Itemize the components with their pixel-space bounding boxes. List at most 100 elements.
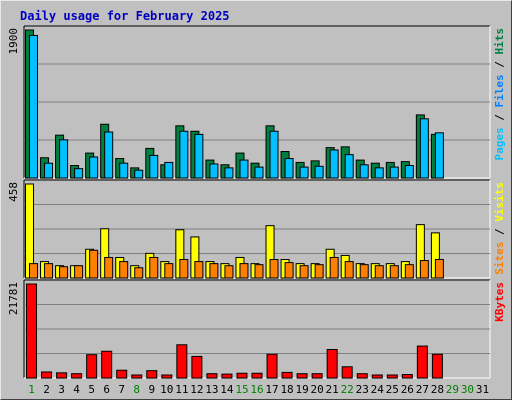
bar-sites-day-25 bbox=[389, 265, 399, 279]
axis-label-separator: / bbox=[493, 222, 506, 242]
bar-files-day-13 bbox=[209, 163, 219, 179]
bar-files-day-25 bbox=[389, 166, 399, 179]
bar-files-day-16 bbox=[254, 166, 264, 179]
bar-kbytes-day-15 bbox=[236, 372, 248, 379]
bar-files-day-28 bbox=[434, 132, 444, 179]
bar-sites-day-5 bbox=[89, 249, 99, 279]
axis-label-separator: / bbox=[493, 55, 506, 75]
bar-kbytes-day-13 bbox=[206, 373, 218, 379]
x-tick-label-16: 16 bbox=[250, 383, 263, 396]
bar-sites-day-21 bbox=[329, 256, 339, 279]
bar-files-day-27 bbox=[419, 118, 429, 179]
bar-files-day-11 bbox=[179, 130, 189, 179]
panel-kbytes: 21781 KBytes bbox=[7, 279, 506, 379]
bar-sites-day-12 bbox=[194, 261, 204, 279]
bar-sites-day-3 bbox=[59, 266, 69, 279]
bar-files-day-20 bbox=[314, 165, 324, 179]
panel-hits-files-pages: 1900 Pages / Files / Hits bbox=[7, 25, 506, 179]
bar-sites-day-10 bbox=[164, 263, 174, 279]
chart-panels: 1900 Pages / Files / Hits 458 Sites / Visit… bbox=[7, 25, 506, 379]
bar-kbytes-day-6 bbox=[101, 350, 113, 379]
bar-sites-day-18 bbox=[284, 262, 294, 279]
bar-kbytes-day-14 bbox=[221, 373, 233, 379]
bar-kbytes-day-7 bbox=[116, 369, 128, 379]
x-tick-label-10: 10 bbox=[160, 383, 173, 396]
bar-files-day-4 bbox=[74, 168, 84, 179]
x-tick-label-18: 18 bbox=[280, 383, 293, 396]
bar-files-day-6 bbox=[104, 131, 114, 179]
axis-label-kbytes: KBytes bbox=[493, 282, 506, 322]
x-tick-label-9: 9 bbox=[148, 383, 155, 396]
bar-kbytes-day-19 bbox=[296, 373, 308, 379]
bar-kbytes-day-3 bbox=[56, 372, 68, 379]
bar-kbytes-day-22 bbox=[341, 366, 353, 379]
bar-kbytes-day-5 bbox=[86, 354, 98, 379]
x-tick-label-5: 5 bbox=[88, 383, 95, 396]
bar-files-day-21 bbox=[329, 149, 339, 179]
bar-files-day-2 bbox=[44, 162, 54, 179]
x-tick-label-20: 20 bbox=[311, 383, 324, 396]
bar-files-day-9 bbox=[149, 154, 159, 179]
x-tick-label-23: 23 bbox=[356, 383, 369, 396]
bar-kbytes-day-18 bbox=[281, 371, 293, 379]
bar-files-day-10 bbox=[164, 161, 174, 179]
panel-visits-sites: 458 Sites / Visits bbox=[7, 179, 506, 279]
chart-title: Daily usage for February 2025 bbox=[20, 9, 230, 23]
bar-kbytes-day-10 bbox=[161, 374, 173, 379]
bar-kbytes-day-21 bbox=[326, 349, 338, 379]
axis-label-files: Files bbox=[493, 74, 506, 107]
x-tick-label-11: 11 bbox=[175, 383, 188, 396]
x-tick-label-25: 25 bbox=[386, 383, 399, 396]
bar-files-day-26 bbox=[404, 165, 414, 179]
x-tick-label-3: 3 bbox=[58, 383, 65, 396]
bar-files-day-12 bbox=[194, 133, 204, 179]
bar-sites-day-6 bbox=[104, 256, 114, 279]
bar-kbytes-day-27 bbox=[416, 345, 428, 379]
bar-sites-day-27 bbox=[419, 260, 429, 279]
x-tick-label-19: 19 bbox=[295, 383, 308, 396]
bar-files-day-23 bbox=[359, 164, 369, 179]
bar-files-day-14 bbox=[224, 167, 234, 179]
bar-kbytes-day-11 bbox=[176, 344, 188, 379]
bar-kbytes-day-2 bbox=[41, 371, 53, 379]
x-tick-label-24: 24 bbox=[371, 383, 385, 396]
bar-kbytes-day-17 bbox=[266, 353, 278, 379]
bar-files-day-19 bbox=[299, 166, 309, 179]
bar-sites-day-2 bbox=[44, 263, 54, 279]
bar-sites-day-4 bbox=[74, 265, 84, 279]
bar-sites-day-20 bbox=[314, 264, 324, 279]
bar-sites-day-23 bbox=[359, 264, 369, 279]
bar-files-day-7 bbox=[119, 162, 129, 179]
bar-sites-day-11 bbox=[179, 259, 189, 279]
bar-kbytes-day-23 bbox=[356, 373, 368, 379]
bar-kbytes-day-8 bbox=[131, 374, 143, 379]
x-axis: 1 2 3 4 5 6 7 8 9 10 11 12 13 14 15 16 17 18 19 20 21 22 23 24 2… bbox=[28, 383, 489, 396]
bar-kbytes-day-28 bbox=[431, 353, 443, 379]
x-tick-label-1: 1 bbox=[28, 383, 35, 396]
bar-files-day-15 bbox=[239, 159, 249, 179]
bar-sites-day-8 bbox=[134, 267, 144, 279]
bar-files-day-17 bbox=[269, 130, 279, 179]
x-tick-label-13: 13 bbox=[205, 383, 218, 396]
axis-label-sites: Sites bbox=[493, 242, 506, 275]
bar-sites-day-24 bbox=[374, 265, 384, 279]
bar-sites-day-9 bbox=[149, 256, 159, 279]
x-tick-label-4: 4 bbox=[73, 383, 80, 396]
bar-files-day-3 bbox=[59, 139, 69, 179]
bar-sites-day-15 bbox=[239, 263, 249, 279]
x-tick-label-22: 22 bbox=[341, 383, 354, 396]
panel-axis-label: Pages / Files / Hits bbox=[493, 28, 506, 161]
bar-kbytes-day-4 bbox=[71, 373, 83, 379]
panel-axis-label: KBytes bbox=[493, 282, 506, 322]
x-tick-label-12: 12 bbox=[190, 383, 203, 396]
bar-kbytes-day-24 bbox=[371, 374, 383, 379]
x-tick-label-7: 7 bbox=[118, 383, 125, 396]
bar-sites-day-13 bbox=[209, 263, 219, 279]
axis-label-separator: / bbox=[493, 108, 506, 128]
bar-files-day-5 bbox=[89, 156, 99, 179]
x-tick-label-26: 26 bbox=[401, 383, 414, 396]
bar-sites-day-28 bbox=[434, 259, 444, 279]
bar-kbytes-day-25 bbox=[386, 374, 398, 379]
bar-kbytes-day-26 bbox=[401, 374, 413, 379]
x-tick-label-17: 17 bbox=[265, 383, 278, 396]
